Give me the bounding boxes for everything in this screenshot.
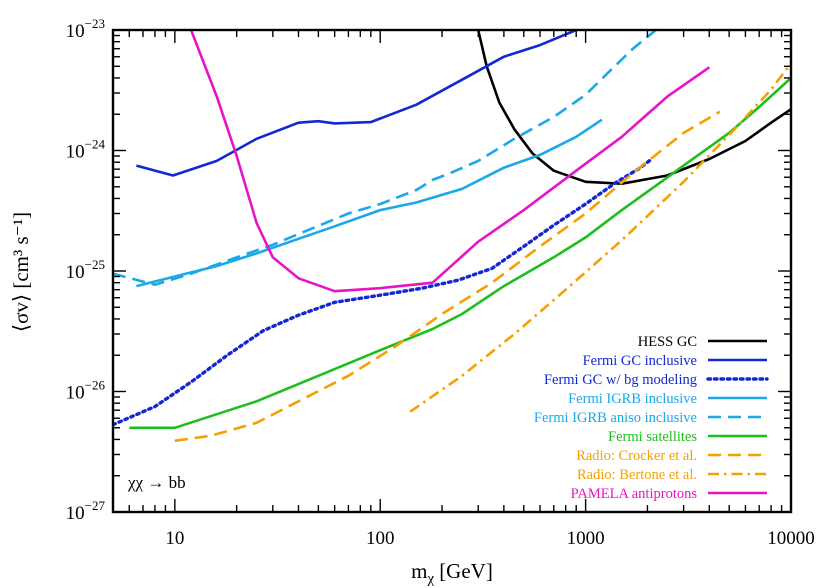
legend-item-fermi-gc-w-bg-modeling: Fermi GC w/ bg modeling (544, 372, 769, 388)
y-tick-base: 10 (66, 383, 85, 404)
x-tick-label: 10 (165, 528, 184, 549)
legend-item-fermi-satellites: Fermi satellites (608, 429, 767, 445)
series-line-fermi-satellites (129, 77, 791, 430)
y-tick-base: 10 (66, 262, 85, 283)
series-layer (113, 30, 791, 443)
x-axis-title-units: [GeV] (439, 559, 493, 583)
x-tick-label: 10000 (767, 528, 815, 549)
legend-item-hess-gc: HESS GC (638, 334, 767, 350)
annotation: χχ → bb (127, 473, 186, 492)
legend-label: Fermi IGRB inclusive (568, 391, 697, 407)
plot-frame (111, 28, 793, 514)
legend-label: Fermi IGRB aniso inclusive (534, 410, 697, 426)
series-line-hess-gc (476, 30, 791, 185)
legend-label: Fermi GC inclusive (583, 353, 697, 369)
y-tick-exponent: −24 (85, 137, 106, 152)
legend-item-pamela-antiprotons: PAMELA antiprotons (571, 486, 767, 502)
y-tick-label: 10−23 (66, 16, 105, 42)
x-tick-label: 1000 (567, 528, 605, 549)
y-tick-label: 10−24 (66, 137, 106, 163)
legend-label: Fermi satellites (608, 429, 697, 445)
y-axis-title: ⟨σv⟩ [cm³ s⁻¹] (9, 212, 33, 332)
legend-label: Fermi GC w/ bg modeling (544, 372, 697, 388)
y-tick-base: 10 (66, 503, 85, 524)
y-tick-exponent: −27 (85, 498, 106, 513)
series-line-pamela-antiprotons (189, 30, 711, 293)
y-tick-label: 10−25 (66, 257, 105, 283)
legend-item-radio-crocker-et-al: Radio: Crocker et al. (576, 448, 767, 464)
y-tick-base: 10 (66, 21, 85, 42)
y-tick-exponent: −26 (85, 378, 106, 393)
x-axis-title-main: m (411, 559, 427, 583)
legend-label: Radio: Bertone et al. (577, 467, 697, 483)
legend-label: Radio: Crocker et al. (576, 448, 697, 464)
series-line-fermi-gc-inclusive (136, 30, 577, 177)
x-axis-title: mχ [GeV] (411, 559, 493, 587)
y-tick-base: 10 (66, 142, 85, 163)
legend: HESS GC Fermi GC inclusive Fermi GC w/ bg … (534, 334, 769, 502)
y-tick-exponent: −23 (85, 16, 105, 31)
y-tick-label: 10−27 (66, 498, 106, 524)
legend-item-radio-bertone-et-al: Radio: Bertone et al. (577, 467, 767, 483)
legend-item-fermi-igrb-inclusive: Fermi IGRB inclusive (568, 391, 767, 407)
y-tick-exponent: −25 (85, 257, 105, 272)
legend-item-fermi-igrb-aniso-inclusive: Fermi IGRB aniso inclusive (534, 410, 767, 426)
legend-label: HESS GC (638, 334, 697, 350)
x-tick-label: 100 (366, 528, 395, 549)
series-line-fermi-igrb-aniso-inclusive (113, 30, 657, 286)
series-line-fermi-igrb-inclusive (136, 118, 603, 288)
x-axis-title-subscript: χ (427, 571, 435, 587)
legend-label: PAMELA antiprotons (571, 486, 698, 502)
y-tick-label: 10−26 (66, 378, 106, 404)
series-line-fermi-gc-w-bg-modeling (113, 157, 654, 427)
legend-item-fermi-gc-inclusive: Fermi GC inclusive (583, 353, 767, 369)
series-line-radio-crocker-et-al (174, 110, 721, 443)
